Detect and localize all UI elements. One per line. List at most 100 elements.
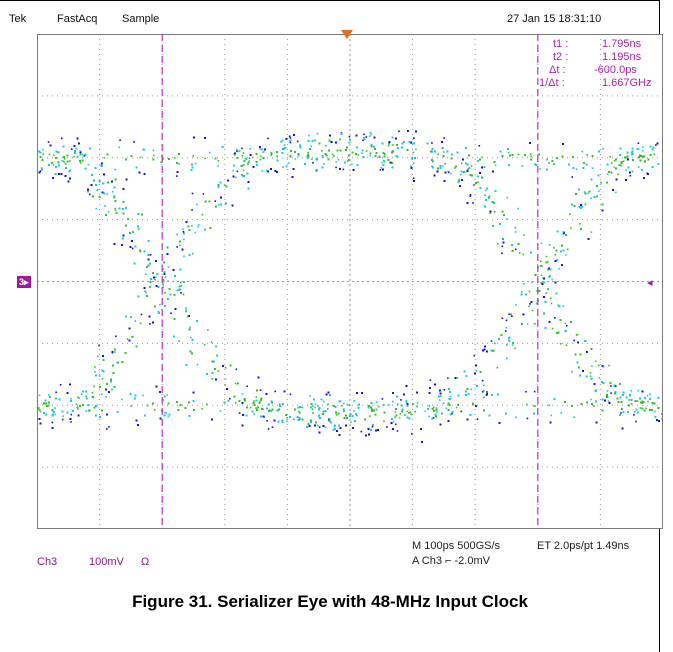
eye-sample: [209, 151, 211, 154]
eye-sample: [83, 154, 86, 157]
eye-sample: [163, 411, 166, 414]
eye-sample: [266, 420, 268, 422]
eye-sample: [99, 164, 102, 167]
eye-sample: [609, 156, 611, 158]
eye-sample: [534, 323, 536, 325]
eye-sample: [633, 414, 635, 416]
eye-sample: [280, 141, 282, 143]
eye-sample: [236, 150, 238, 152]
eye-sample: [259, 400, 261, 403]
eye-sample: [508, 313, 510, 316]
eye-sample: [192, 155, 195, 157]
eye-sample: [590, 197, 592, 200]
eye-sample: [95, 207, 98, 210]
eye-sample: [62, 415, 64, 417]
eye-sample: [119, 139, 121, 141]
eye-sample: [413, 162, 415, 164]
eye-sample: [191, 225, 193, 227]
eye-sample: [525, 390, 527, 393]
eye-sample: [126, 338, 129, 340]
eye-sample: [265, 169, 268, 172]
eye-sample: [368, 415, 371, 417]
eye-sample: [85, 410, 88, 412]
eye-sample: [613, 160, 616, 162]
eye-sample: [637, 389, 640, 392]
eye-sample: [470, 388, 473, 391]
eye-sample: [620, 412, 622, 414]
eye-sample: [545, 255, 548, 258]
eye-sample: [408, 412, 410, 414]
eye-sample: [249, 406, 252, 409]
eye-sample: [176, 246, 178, 248]
eye-sample: [137, 228, 140, 230]
eye-sample: [353, 410, 355, 412]
eye-sample: [146, 266, 148, 268]
eye-sample: [236, 148, 238, 151]
eye-sample: [505, 218, 508, 220]
eye-sample: [564, 322, 567, 325]
eye-sample: [445, 407, 448, 410]
eye-sample: [654, 410, 656, 413]
eye-sample: [540, 242, 543, 245]
eye-sample: [179, 288, 182, 291]
eye-sample: [283, 144, 286, 146]
eye-sample: [549, 244, 551, 246]
eye-sample: [197, 225, 199, 228]
eye-sample: [548, 162, 550, 164]
eye-sample: [353, 400, 356, 402]
eye-sample: [149, 254, 152, 256]
eye-sample: [371, 425, 374, 428]
acq-mode-label: FastAcq: [57, 13, 98, 25]
eye-sample: [191, 209, 193, 211]
eye-sample: [394, 416, 396, 418]
brand-label: Tek: [9, 13, 27, 25]
eye-sample: [298, 412, 301, 414]
eye-sample: [38, 394, 41, 397]
eye-sample: [321, 150, 323, 152]
eye-sample: [485, 394, 488, 396]
eye-sample: [553, 247, 555, 249]
eye-sample: [606, 173, 609, 175]
eye-sample: [551, 278, 553, 281]
eye-sample: [636, 400, 639, 402]
eye-sample: [249, 148, 251, 150]
eye-sample: [322, 400, 325, 403]
eye-sample: [294, 158, 297, 160]
eye-sample: [375, 401, 378, 403]
eye-sample: [318, 426, 321, 428]
eye-sample: [449, 395, 451, 398]
eye-sample: [301, 406, 304, 409]
eye-sample: [591, 167, 594, 169]
eye-sample: [289, 393, 292, 396]
eye-sample: [540, 274, 543, 277]
eye-sample: [530, 155, 532, 158]
eye-sample: [327, 403, 329, 406]
eye-sample: [383, 404, 385, 406]
eye-sample: [194, 231, 197, 234]
eye-sample: [335, 161, 338, 163]
eye-sample: [267, 428, 270, 430]
eye-sample: [483, 396, 485, 399]
eye-sample: [276, 155, 278, 157]
eye-sample: [154, 278, 156, 281]
eye-sample: [235, 368, 238, 371]
eye-sample: [431, 142, 433, 144]
eye-sample: [545, 292, 547, 294]
eye-sample: [134, 320, 137, 322]
eye-sample: [255, 396, 258, 398]
eye-sample: [103, 370, 105, 373]
eye-sample: [246, 385, 248, 387]
eye-sample: [333, 425, 336, 428]
oscilloscope-display: [37, 34, 663, 529]
eye-sample: [242, 169, 245, 172]
eye-sample: [69, 160, 71, 162]
eye-sample: [575, 334, 578, 336]
eye-sample: [77, 408, 79, 410]
eye-sample: [238, 412, 241, 414]
eye-sample: [217, 370, 220, 372]
eye-sample: [98, 344, 100, 347]
eye-sample: [167, 415, 170, 418]
eye-sample: [79, 162, 82, 164]
eye-sample: [517, 153, 520, 156]
eye-sample: [253, 400, 255, 402]
